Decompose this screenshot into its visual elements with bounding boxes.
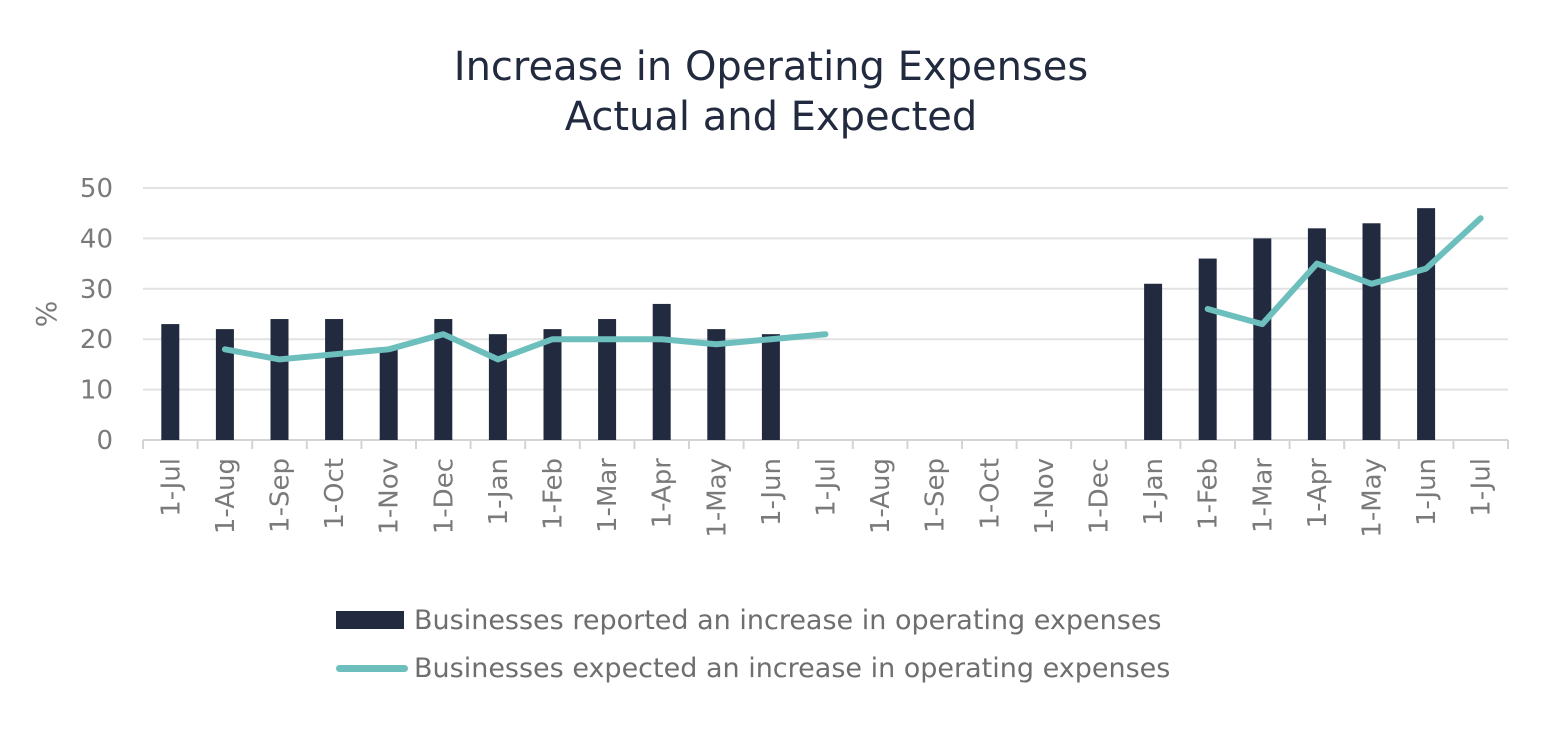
x-tick-label: 1-Aug <box>211 458 241 534</box>
bar-reported <box>543 329 562 440</box>
gridlines <box>143 187 1508 441</box>
line-series <box>221 215 1484 363</box>
bar-reported <box>161 324 180 440</box>
x-tick-label: 1-Jan <box>1139 458 1169 525</box>
bar-reported <box>325 319 344 440</box>
legend-swatch-reported <box>336 611 404 629</box>
bar-series <box>161 208 1436 440</box>
line-expected <box>221 331 829 363</box>
bar-reported <box>1307 228 1326 440</box>
bar-reported <box>1198 258 1217 440</box>
x-tick-label: 1-Jun <box>757 458 787 526</box>
x-tick-label: 1-Feb <box>539 458 569 530</box>
y-axis-ticks: 0 10 20 30 40 50 <box>80 174 113 456</box>
x-tick-label: 1-Apr <box>648 458 678 529</box>
y-axis-title: % <box>30 301 63 328</box>
legend-item-expected: Businesses expected an increase in opera… <box>336 644 1170 692</box>
bar-reported <box>488 334 507 440</box>
legend-label-reported: Businesses reported an increase in opera… <box>414 604 1162 636</box>
x-tick-label: 1-Dec <box>1085 458 1115 534</box>
bar-reported <box>270 319 289 440</box>
bar-reported <box>1362 223 1381 440</box>
x-tick-label: 1-Aug <box>866 458 896 534</box>
y-tick-label: 30 <box>80 275 113 305</box>
x-axis-ticks: 1-Jul 1-Aug 1-Sep 1-Oct 1-Nov 1-Dec 1-Jan 1-Feb… <box>142 440 1509 538</box>
x-tick-label: 1-Jun <box>1412 458 1442 526</box>
bar-reported <box>1253 238 1272 440</box>
x-tick-label: 1-Feb <box>1194 458 1224 530</box>
x-tick-label: 1-Nov <box>375 458 405 535</box>
y-tick-label: 0 <box>96 426 113 456</box>
bar-reported <box>1144 283 1163 440</box>
chart-title-line-1: Increase in Operating Expenses <box>453 44 1089 90</box>
bar-reported <box>652 303 671 440</box>
bar-reported <box>707 329 726 440</box>
bar-reported <box>1417 208 1436 440</box>
x-tick-label: 1-Mar <box>593 458 623 533</box>
y-tick-label: 10 <box>80 376 113 406</box>
bar-reported <box>379 349 398 440</box>
x-tick-label: 1-Jul <box>812 458 842 517</box>
y-tick-label: 50 <box>80 174 113 204</box>
x-tick-label: 1-Mar <box>1248 458 1278 533</box>
legend-item-reported: Businesses reported an increase in opera… <box>336 596 1170 644</box>
legend-swatch-expected <box>336 664 408 672</box>
x-tick-label: 1-Nov <box>1030 458 1060 535</box>
line-expected <box>1204 215 1484 328</box>
x-tick-label: 1-May <box>702 458 732 538</box>
legend: Businesses reported an increase in opera… <box>336 596 1170 692</box>
bar-reported <box>761 334 780 440</box>
x-tick-label: 1-Sep <box>921 458 951 533</box>
x-tick-label: 1-May <box>1358 458 1388 538</box>
y-tick-label: 20 <box>80 325 113 355</box>
x-tick-label: 1-Jan <box>484 458 514 525</box>
x-tick-label: 1-Apr <box>1303 458 1333 529</box>
bar-reported <box>215 329 234 440</box>
x-tick-label: 1-Oct <box>320 458 350 530</box>
bar-reported <box>434 319 453 440</box>
y-tick-label: 40 <box>80 224 113 254</box>
x-tick-label: 1-Jul <box>1467 458 1497 517</box>
x-tick-label: 1-Dec <box>429 458 459 534</box>
chart-title-line-2: Actual and Expected <box>564 94 978 140</box>
bar-reported <box>598 319 617 440</box>
x-tick-label: 1-Oct <box>975 458 1005 530</box>
legend-label-expected: Businesses expected an increase in opera… <box>414 652 1171 684</box>
x-tick-label: 1-Sep <box>266 458 296 533</box>
x-tick-label: 1-Jul <box>156 458 186 517</box>
